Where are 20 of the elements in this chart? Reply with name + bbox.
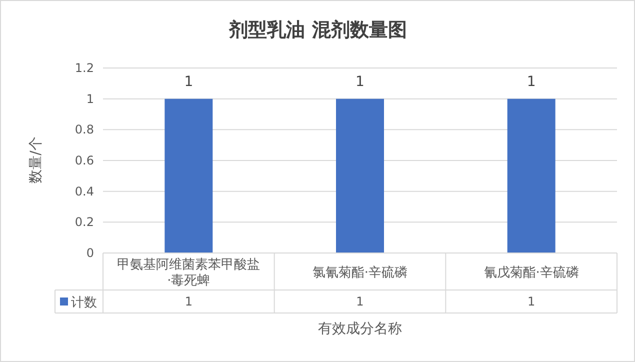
x-tick-label: 甲氨基阿维菌素苯甲酸盐·毒死蜱: [117, 258, 260, 288]
y-tick-label: 0.6: [74, 154, 94, 168]
y-axis-title: 数量/个: [28, 136, 44, 184]
x-axis-title: 有效成分名称: [318, 321, 402, 337]
data-label: 1: [528, 294, 536, 308]
annotation: 1: [356, 74, 364, 90]
y-tick-label: 1: [86, 92, 94, 106]
y-tick-label: 0.8: [74, 122, 94, 137]
y-tick-label: 0: [86, 246, 94, 260]
annotation: 1: [184, 74, 194, 90]
x-tick-label: 氯氰菊酯·辛硫磷: [312, 266, 408, 280]
annotation: 1: [526, 74, 536, 90]
x-tick-label: 氰戊菊酯·辛硫磷: [484, 266, 579, 280]
y-tick-label: 1.2: [74, 61, 94, 75]
chart-title: 剂型乳油 混剂数量图: [228, 19, 407, 41]
legend-label: 计数: [71, 296, 97, 310]
data-label: 1: [184, 294, 192, 308]
y-tick-label: 0.4: [74, 184, 94, 198]
data-label: 1: [356, 294, 364, 308]
y-tick-label: 0.2: [74, 215, 94, 230]
